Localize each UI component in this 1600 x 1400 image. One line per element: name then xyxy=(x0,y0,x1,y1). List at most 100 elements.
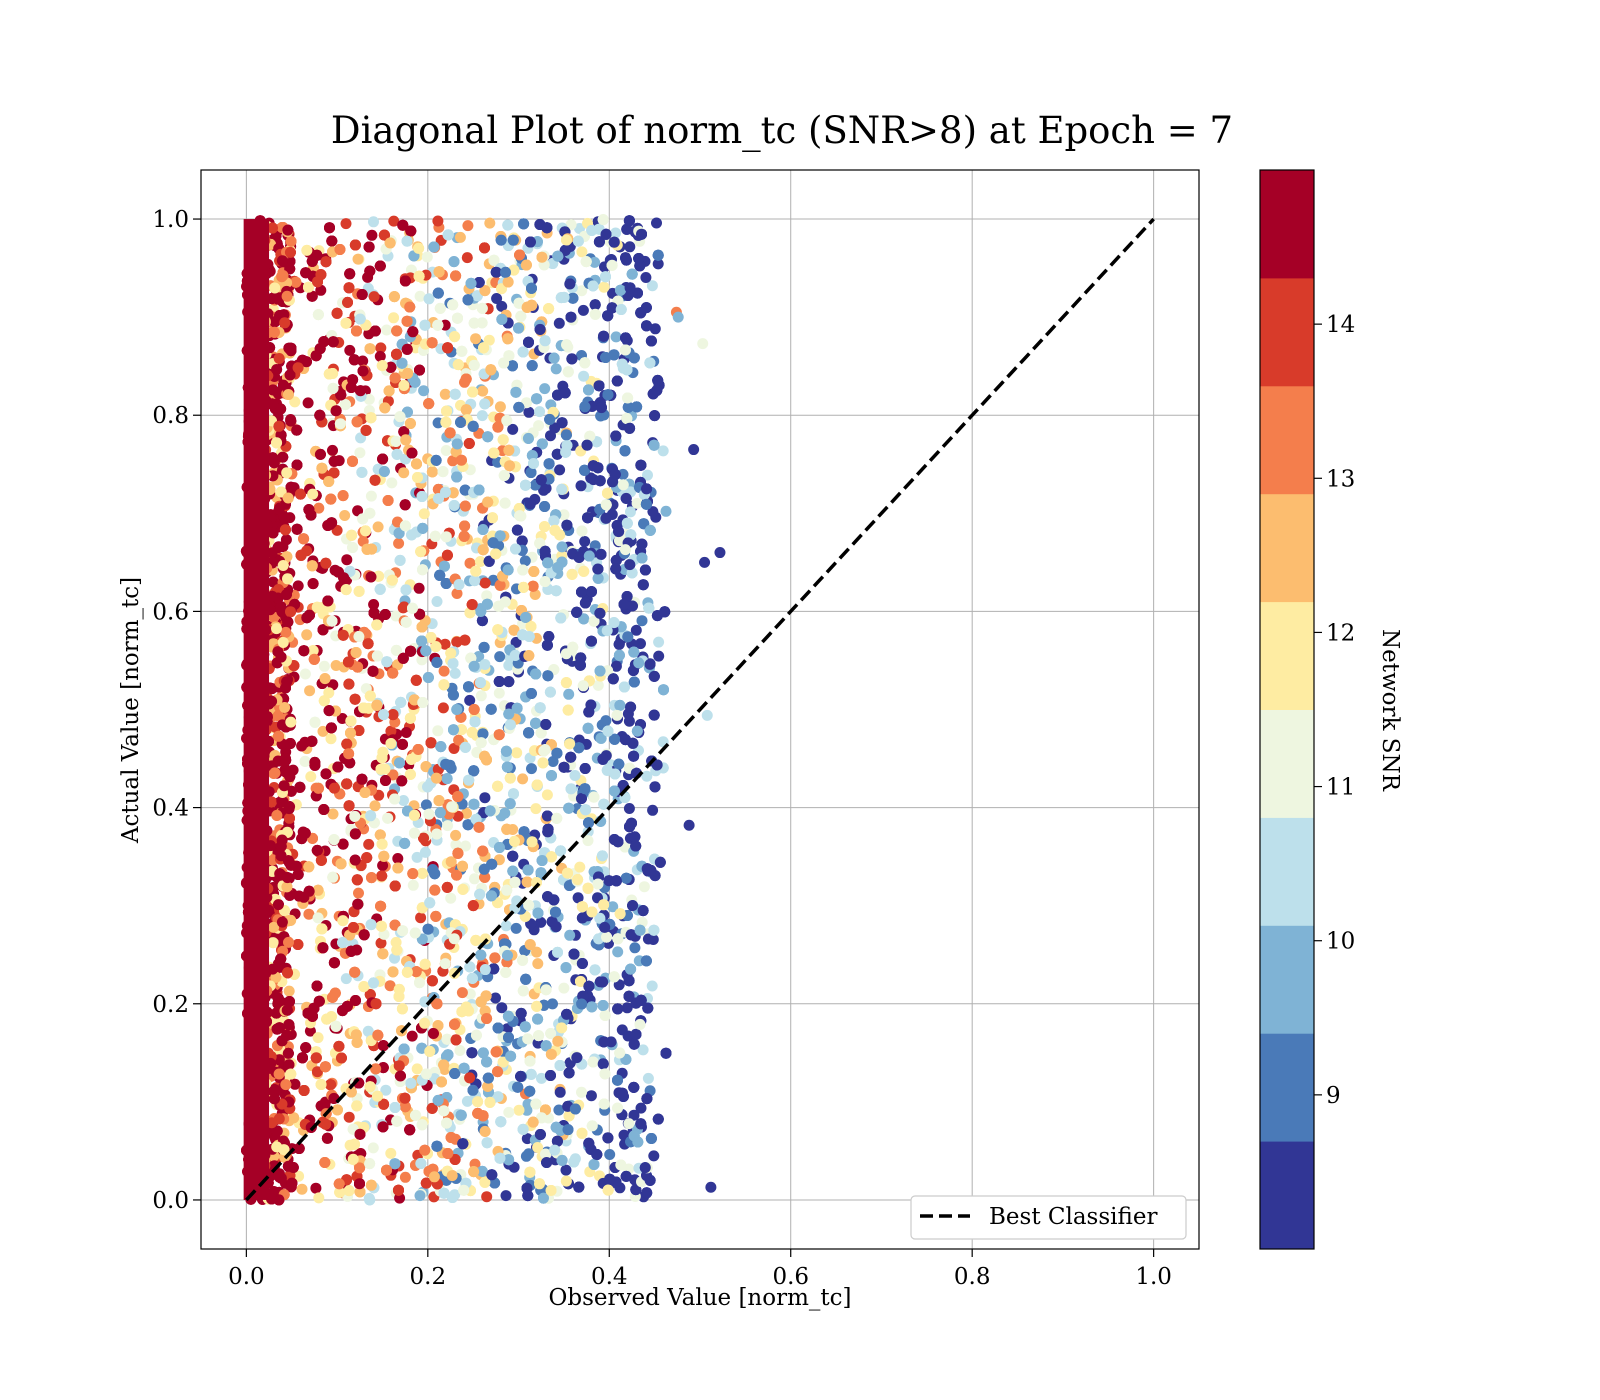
scatter-point xyxy=(303,908,315,920)
scatter-point xyxy=(439,638,451,650)
scatter-point xyxy=(301,629,313,641)
scatter-point xyxy=(375,342,387,354)
scatter-point xyxy=(550,363,562,375)
scatter-point xyxy=(452,810,464,822)
scatter-point xyxy=(400,727,412,738)
scatter-point xyxy=(318,660,330,672)
scatter-point xyxy=(413,582,425,594)
scatter-point xyxy=(635,1102,647,1114)
scatter-point xyxy=(460,840,471,852)
scatter-point xyxy=(414,290,426,302)
scatter-point xyxy=(327,444,338,456)
scatter-point xyxy=(407,879,419,891)
scatter-point xyxy=(481,590,493,602)
scatter-point xyxy=(325,733,337,745)
scatter-point xyxy=(344,344,356,356)
scatter-point xyxy=(657,445,669,457)
scatter-point xyxy=(574,861,586,873)
scatter-point xyxy=(372,521,384,533)
scatter-point xyxy=(652,258,664,270)
scatter-point xyxy=(461,252,473,264)
scatter-point xyxy=(526,763,537,775)
scatter-point xyxy=(653,650,665,662)
scatter-point xyxy=(374,350,386,362)
scatter-point xyxy=(414,1190,426,1202)
scatter-point xyxy=(519,555,531,567)
scatter-point xyxy=(491,293,503,304)
scatter-point xyxy=(579,536,591,547)
scatter-point xyxy=(624,241,636,253)
scatter-points xyxy=(240,214,672,1206)
scatter-point xyxy=(648,1150,660,1162)
scatter-point xyxy=(607,901,619,913)
scatter-point xyxy=(642,469,653,481)
scatter-point xyxy=(592,679,604,691)
scatter-point xyxy=(582,835,594,847)
scatter-point xyxy=(415,912,427,924)
scatter-point xyxy=(454,231,466,243)
scatter-point xyxy=(368,291,380,303)
scatter-point xyxy=(421,251,433,263)
scatter-point xyxy=(523,1148,535,1160)
scatter-point xyxy=(510,922,522,934)
scatter-point xyxy=(432,725,444,737)
scatter-point xyxy=(312,1032,324,1044)
scatter-point xyxy=(474,556,486,567)
scatter-point xyxy=(397,602,409,614)
scatter-point xyxy=(635,638,646,650)
scatter-point xyxy=(522,1098,534,1110)
scatter-point xyxy=(420,799,432,811)
scatter-point xyxy=(450,839,462,851)
scatter-point xyxy=(456,987,468,999)
scatter-point xyxy=(649,323,661,335)
scatter-point xyxy=(464,557,476,569)
scatter-point xyxy=(450,829,462,841)
scatter-point xyxy=(296,740,308,752)
scatter-point xyxy=(423,293,435,305)
scatter-point xyxy=(600,715,612,727)
scatter-point xyxy=(283,985,295,997)
scatter-point xyxy=(554,464,566,476)
scatter-point xyxy=(647,506,659,518)
scatter-point xyxy=(631,497,643,509)
scatter-point xyxy=(399,1171,411,1183)
scatter-point xyxy=(577,304,589,316)
scatter-point xyxy=(572,892,584,904)
scatter-point xyxy=(357,355,369,367)
scatter-point xyxy=(469,873,480,885)
scatter-point xyxy=(438,665,450,677)
scatter-point xyxy=(447,455,459,467)
scatter-point xyxy=(640,272,652,283)
scatter-point xyxy=(453,734,465,746)
scatter-point xyxy=(547,998,558,1010)
scatter-point xyxy=(381,324,393,336)
scatter-point xyxy=(292,580,304,592)
scatter-point xyxy=(575,480,587,492)
scatter-point xyxy=(578,370,590,382)
scatter-point xyxy=(377,860,389,871)
scatter-point xyxy=(418,508,430,520)
scatter-point xyxy=(585,472,597,484)
scatter-point xyxy=(305,771,317,783)
scatter-point xyxy=(646,980,658,992)
scatter-point xyxy=(517,773,529,785)
scatter-point xyxy=(392,853,404,864)
scatter-point xyxy=(440,445,452,456)
scatter-point xyxy=(646,280,658,292)
scatter-point xyxy=(610,227,622,239)
scatter-point xyxy=(311,1066,323,1078)
scatter-point xyxy=(558,982,570,994)
scatter-point xyxy=(406,1030,418,1042)
scatter-point xyxy=(313,502,325,514)
scatter-point xyxy=(375,937,387,949)
scatter-point xyxy=(330,660,342,671)
scatter-point xyxy=(289,396,301,408)
scatter-point xyxy=(312,912,324,924)
scatter-point xyxy=(411,1063,423,1075)
scatter-point xyxy=(510,636,522,648)
scatter-point xyxy=(352,505,364,517)
scatter-point xyxy=(564,929,576,941)
scatter-point xyxy=(454,1045,466,1056)
scatter-point xyxy=(327,808,339,820)
scatter-point xyxy=(653,636,665,648)
